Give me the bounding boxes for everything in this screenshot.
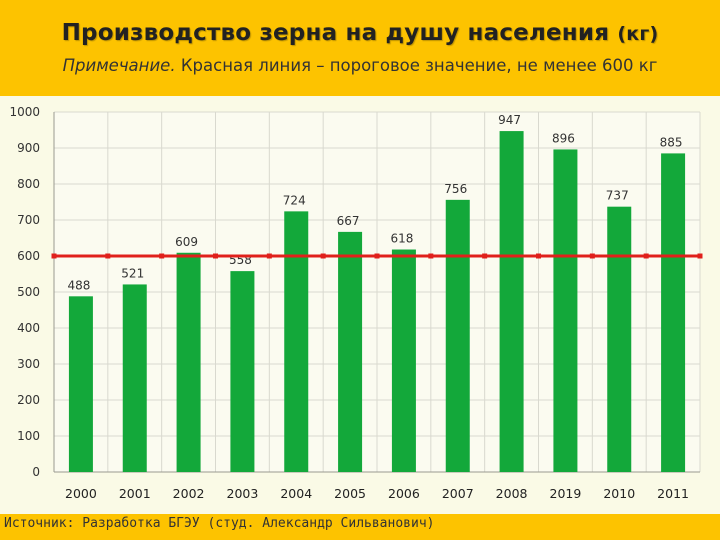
threshold-marker (320, 253, 326, 259)
page-title: Производство зерна на душу населения (кг… (0, 20, 720, 46)
x-tick-label: 2011 (657, 486, 689, 501)
chart-area: 0 100 200 300 400 500 600 700 800 900 1000 488 2000 5… (0, 96, 720, 516)
data-label: 737 (606, 189, 629, 203)
x-tick-label: 2000 (65, 486, 97, 501)
bar (284, 211, 309, 473)
x-tick-label: 2003 (227, 486, 259, 501)
x-tick-label: 2006 (388, 486, 420, 501)
bar (499, 131, 524, 472)
threshold-marker (643, 253, 649, 259)
x-tick-label: 2002 (173, 486, 205, 501)
bar (338, 231, 363, 472)
y-tick-label: 300 (17, 357, 40, 371)
x-tick-label: 2004 (280, 486, 312, 501)
threshold-marker (159, 253, 165, 259)
title-unit: (кг) (617, 23, 659, 45)
bar (445, 199, 470, 472)
data-label: 947 (498, 113, 521, 127)
y-tick-label: 100 (17, 429, 40, 443)
y-tick-label: 0 (32, 465, 40, 479)
header-banner (0, 0, 720, 96)
bar (391, 249, 416, 472)
bar (176, 252, 201, 472)
y-tick-label: 400 (17, 321, 40, 335)
threshold-marker (428, 253, 434, 259)
y-tick-label: 200 (17, 393, 40, 407)
threshold-marker (105, 253, 111, 259)
x-tick-label: 2007 (442, 486, 474, 501)
x-tick-label: 2001 (119, 486, 151, 501)
bar (230, 271, 255, 472)
bar (553, 149, 578, 472)
y-tick-label: 800 (17, 177, 40, 191)
threshold-marker (536, 253, 541, 259)
bar (122, 284, 147, 472)
y-tick-label: 500 (17, 285, 40, 299)
threshold-marker (51, 253, 57, 259)
source-note: Источник: Разработка БГЭУ (студ. Алексан… (4, 516, 435, 531)
note-label: Примечание. (62, 56, 176, 75)
title-main: Производство зерна на душу населения (61, 20, 610, 46)
y-tick-label: 1000 (9, 105, 40, 119)
data-label: 521 (121, 266, 144, 280)
data-label: 724 (283, 193, 306, 207)
bar (607, 206, 632, 472)
data-label: 896 (552, 131, 575, 145)
x-tick-label: 2008 (496, 486, 528, 501)
y-tick-label: 700 (17, 213, 40, 227)
footer-banner (0, 514, 720, 540)
threshold-marker (482, 253, 488, 259)
threshold-marker (697, 253, 703, 259)
data-label: 667 (337, 214, 360, 228)
x-tick-label: 2019 (550, 486, 582, 501)
threshold-marker (266, 253, 272, 259)
bar (68, 296, 93, 472)
data-label: 885 (660, 135, 683, 149)
data-label: 609 (175, 235, 198, 249)
threshold-marker (589, 253, 595, 259)
threshold-marker (213, 253, 218, 259)
y-tick-label: 600 (17, 249, 40, 263)
bar-chart: 0 100 200 300 400 500 600 700 800 900 1000 488 2000 5… (9, 105, 703, 501)
data-label: 756 (444, 182, 467, 196)
data-label: 618 (390, 232, 413, 246)
bar (661, 153, 686, 472)
y-tick-label: 900 (17, 141, 40, 155)
note-text: Красная линия – пороговое значение, не м… (180, 56, 658, 75)
x-tick-label: 2005 (334, 486, 366, 501)
threshold-marker (374, 253, 380, 259)
x-tick-label: 2010 (603, 486, 635, 501)
data-label: 488 (67, 278, 90, 292)
chart-note: Примечание. Красная линия – пороговое зн… (0, 56, 720, 75)
